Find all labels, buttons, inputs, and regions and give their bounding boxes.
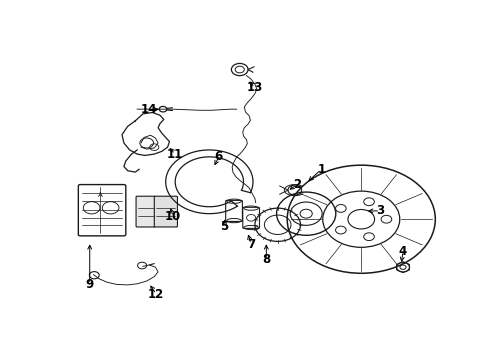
Text: 6: 6 (215, 150, 223, 163)
FancyBboxPatch shape (136, 196, 155, 227)
Text: 14: 14 (141, 103, 157, 116)
FancyBboxPatch shape (154, 196, 177, 227)
Text: 5: 5 (220, 220, 229, 233)
FancyBboxPatch shape (78, 185, 126, 236)
Text: 2: 2 (293, 178, 301, 191)
Text: 1: 1 (318, 163, 325, 176)
Text: 13: 13 (247, 81, 263, 94)
Text: 8: 8 (262, 253, 270, 266)
Text: 4: 4 (399, 244, 407, 258)
Text: 10: 10 (165, 210, 181, 223)
Text: 11: 11 (167, 148, 183, 161)
Text: 3: 3 (376, 204, 384, 217)
Text: 9: 9 (86, 278, 94, 291)
Text: 12: 12 (148, 288, 164, 301)
Text: 7: 7 (247, 238, 255, 251)
Text: A: A (98, 192, 102, 198)
